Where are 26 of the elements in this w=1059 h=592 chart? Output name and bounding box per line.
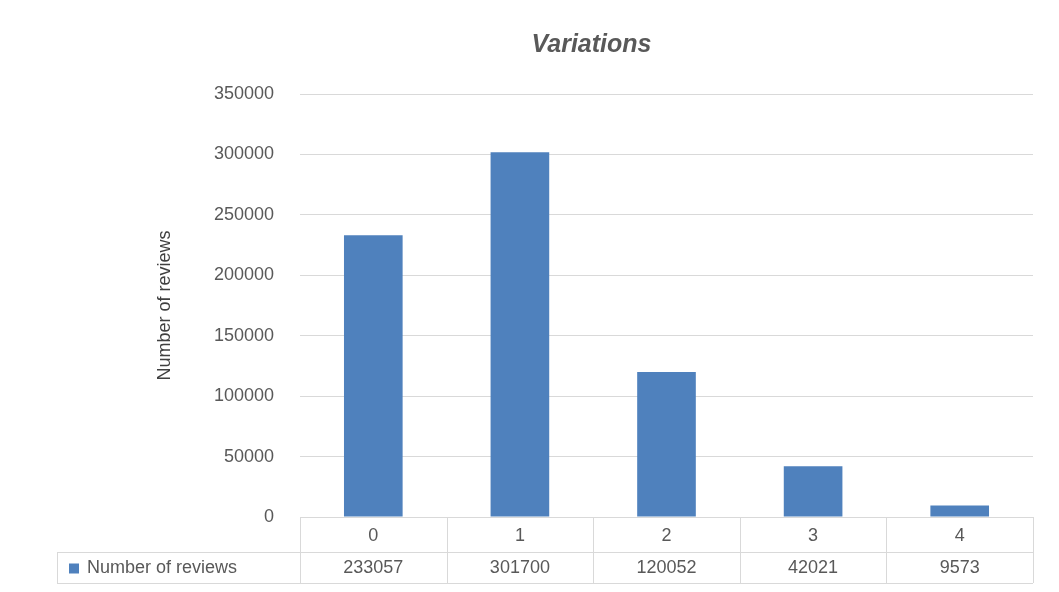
y-tick-label: 50000 [223,445,274,466]
data-label: 42021 [788,557,839,578]
data-label: 9573 [939,557,980,578]
y-tick-label: 250000 [213,203,274,224]
data-label: 120052 [636,557,697,578]
chart-title: Variations [531,28,652,57]
y-tick-label: 200000 [213,264,274,285]
x-tick-label: 4 [954,524,965,545]
x-tick-label: 0 [368,524,379,545]
x-tick-label: 1 [514,524,525,545]
legend-label: Number of reviews [87,557,238,578]
y-axis-title: Number of reviews [153,230,174,381]
y-tick-label: 300000 [213,143,274,164]
x-tick-label: 3 [808,524,819,545]
y-tick-label: 150000 [213,324,274,345]
data-label: 233057 [343,557,404,578]
y-tick-label: 350000 [213,82,274,103]
bar [637,371,696,517]
bar [490,152,550,517]
bar [930,505,990,517]
x-tick-label: 2 [661,524,672,545]
bar [783,466,843,517]
y-tick-label: 0 [263,505,274,526]
y-tick-label: 100000 [213,385,274,406]
bar [343,235,403,517]
data-label: 301700 [489,557,550,578]
